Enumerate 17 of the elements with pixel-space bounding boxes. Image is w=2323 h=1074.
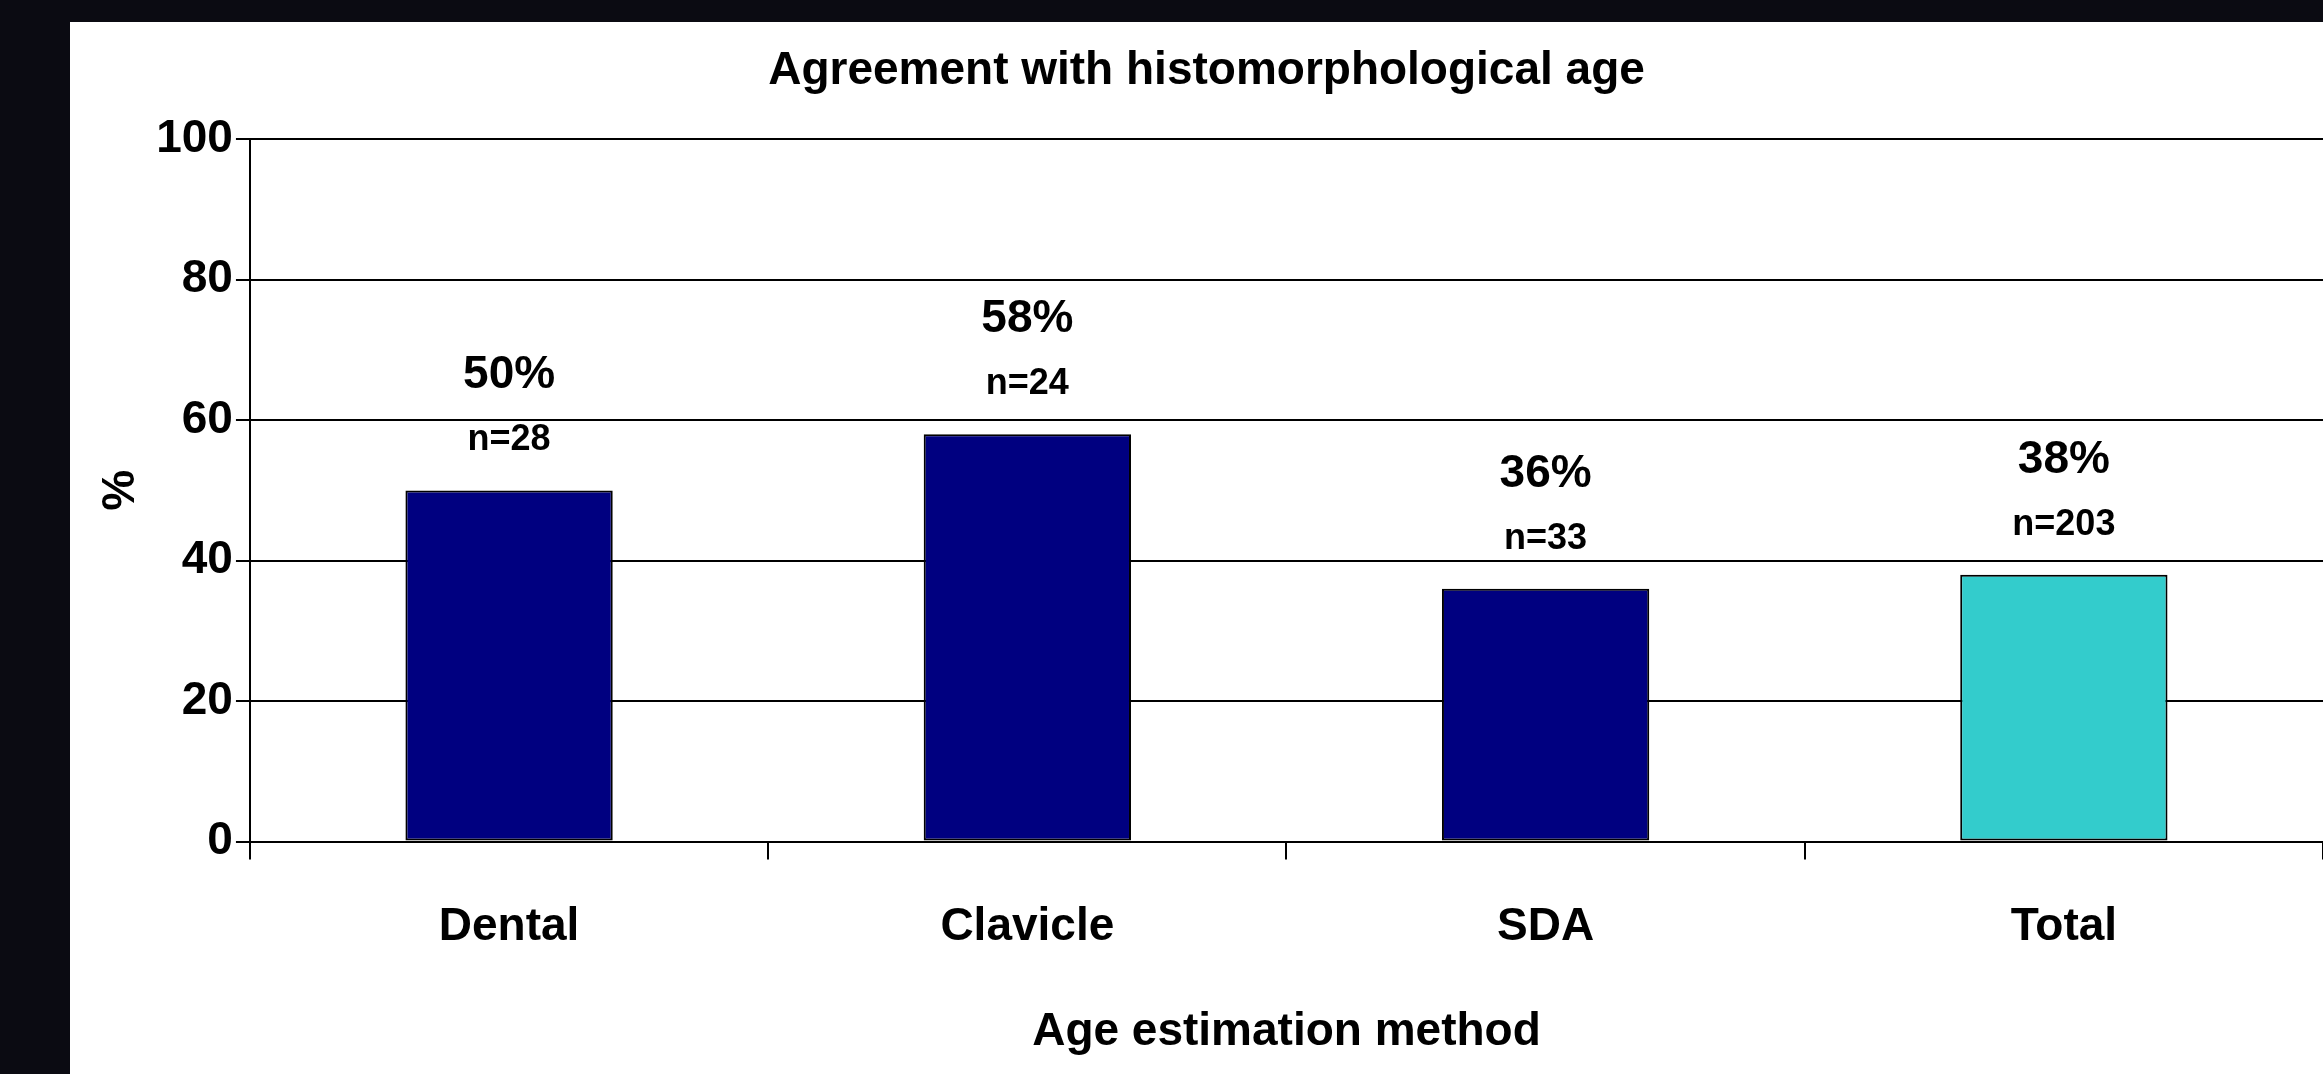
- y-tick-label: 80: [181, 250, 233, 303]
- x-tick-label: Total: [2010, 897, 2118, 950]
- data-label: 50% n=28: [463, 346, 556, 459]
- y-tick-label: 20: [181, 671, 233, 724]
- x-tick-label: Dental: [438, 897, 580, 950]
- data-label: 36% n=33: [1499, 444, 1592, 557]
- x-tick-label: SDA: [1497, 897, 1595, 950]
- y-tick-label: 0: [207, 812, 233, 865]
- y-tick-label: 40: [181, 531, 233, 584]
- data-label: 58% n=24: [981, 290, 1074, 403]
- y-tick-label: 60: [181, 390, 233, 443]
- data-label: 38% n=203: [2012, 430, 2116, 543]
- chart-title: Agreement with histomorphological age: [768, 42, 1645, 95]
- x-axis-title: Age estimation method: [1032, 1003, 1541, 1056]
- y-axis-title: %: [92, 469, 145, 511]
- x-tick-label: Clavicle: [940, 897, 1115, 950]
- y-tick-label: 100: [156, 109, 233, 162]
